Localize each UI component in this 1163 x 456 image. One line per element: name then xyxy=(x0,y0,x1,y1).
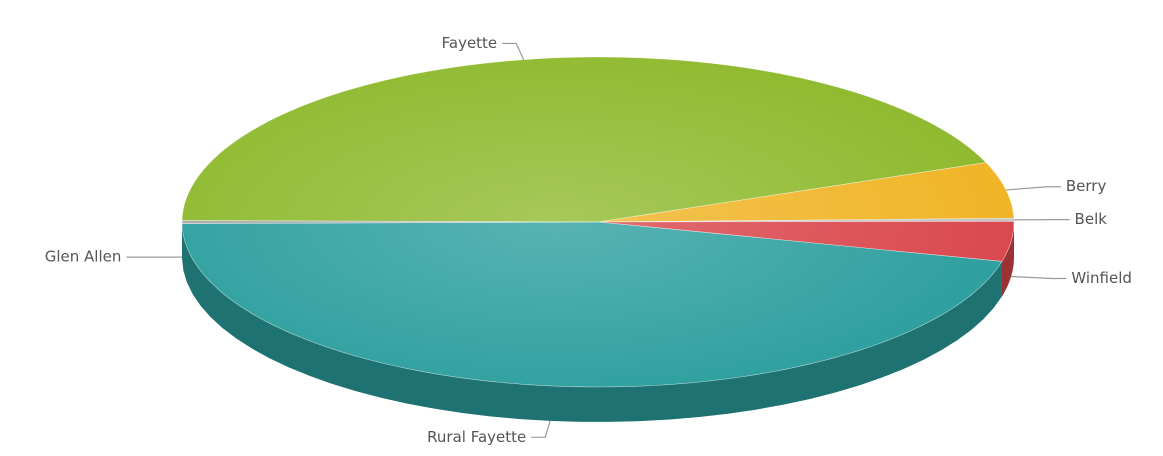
slice-label: Rural Fayette xyxy=(427,428,526,446)
slice-label: Fayette xyxy=(442,34,498,52)
slice-label: Belk xyxy=(1075,210,1108,228)
slice-label: Winfield xyxy=(1071,269,1132,287)
leader-line xyxy=(1011,275,1067,280)
slice-label: Berry xyxy=(1066,177,1107,195)
slice-label: Glen Allen xyxy=(45,248,122,266)
leader-line xyxy=(502,42,525,60)
leader-line xyxy=(531,420,551,438)
leader-line xyxy=(1006,186,1061,191)
